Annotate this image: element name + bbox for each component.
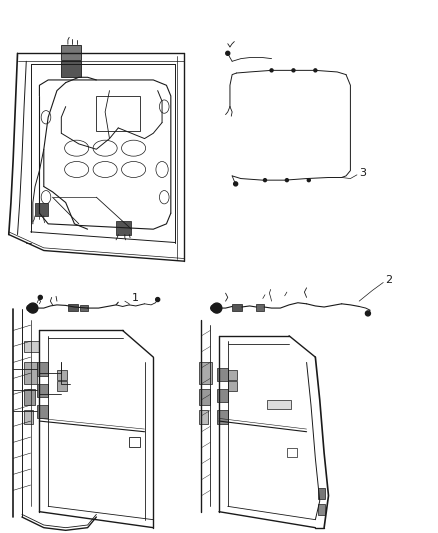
Circle shape: [226, 51, 230, 55]
Circle shape: [38, 295, 42, 300]
Circle shape: [270, 69, 273, 72]
Bar: [37, 405, 48, 418]
Circle shape: [292, 69, 295, 72]
Bar: [217, 410, 228, 424]
Bar: [228, 381, 237, 391]
Bar: [217, 389, 228, 402]
Bar: [96, 96, 140, 131]
Bar: [80, 305, 88, 311]
Bar: [35, 203, 48, 216]
Bar: [129, 437, 140, 447]
Bar: [228, 370, 237, 380]
Bar: [57, 381, 67, 391]
Circle shape: [211, 305, 217, 311]
Bar: [199, 362, 212, 384]
Bar: [61, 61, 81, 77]
Bar: [24, 389, 35, 405]
Circle shape: [286, 179, 288, 182]
Bar: [318, 504, 325, 515]
Circle shape: [28, 303, 38, 313]
Circle shape: [365, 311, 371, 316]
Text: 3: 3: [359, 168, 366, 178]
Circle shape: [233, 182, 238, 186]
Bar: [68, 304, 78, 311]
Bar: [232, 304, 242, 311]
Bar: [24, 341, 39, 352]
Bar: [116, 221, 131, 235]
Circle shape: [314, 69, 317, 72]
Bar: [57, 370, 67, 380]
Bar: [37, 362, 48, 376]
Circle shape: [27, 305, 33, 311]
Bar: [256, 304, 264, 311]
Bar: [318, 488, 325, 499]
Bar: [199, 389, 210, 405]
Bar: [217, 368, 228, 381]
Bar: [37, 384, 48, 397]
Circle shape: [155, 297, 160, 302]
Bar: [287, 448, 297, 457]
Bar: [267, 400, 291, 409]
Text: 1: 1: [131, 294, 138, 303]
Bar: [199, 410, 208, 424]
Bar: [24, 362, 37, 384]
Circle shape: [264, 179, 266, 182]
Circle shape: [307, 179, 310, 182]
Circle shape: [212, 303, 222, 313]
Bar: [61, 45, 81, 60]
Bar: [24, 410, 33, 424]
Text: 2: 2: [385, 275, 392, 285]
